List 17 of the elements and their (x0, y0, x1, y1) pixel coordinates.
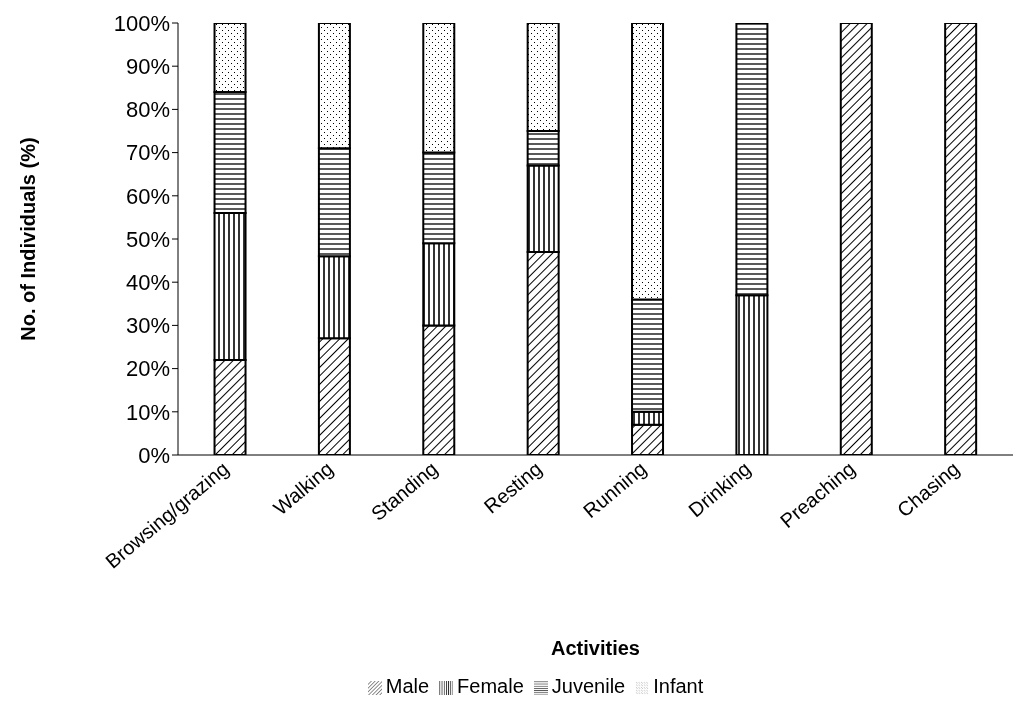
y-tick-label: 60% (125, 183, 170, 209)
y-tick-label: 0% (138, 442, 170, 468)
y-tick-label: 100% (113, 10, 170, 36)
legend-label: Female (457, 675, 524, 697)
legend-label: Male (385, 675, 430, 697)
legend-label: Infant (653, 675, 704, 697)
y-axis-title: No. of Individuals (%) (17, 137, 40, 341)
y-tick-label: 10% (125, 399, 170, 425)
y-tick-label: 20% (125, 356, 170, 382)
y-tick-label: 50% (125, 226, 170, 252)
legend-label: Juvenile (551, 675, 626, 697)
y-tick-label: 90% (125, 54, 170, 80)
x-axis-title: Activities (551, 637, 640, 659)
y-tick-label: 70% (125, 140, 170, 166)
y-tick-label: 80% (125, 97, 170, 123)
y-tick-label: 40% (125, 270, 170, 296)
y-tick-label: 30% (125, 313, 170, 339)
